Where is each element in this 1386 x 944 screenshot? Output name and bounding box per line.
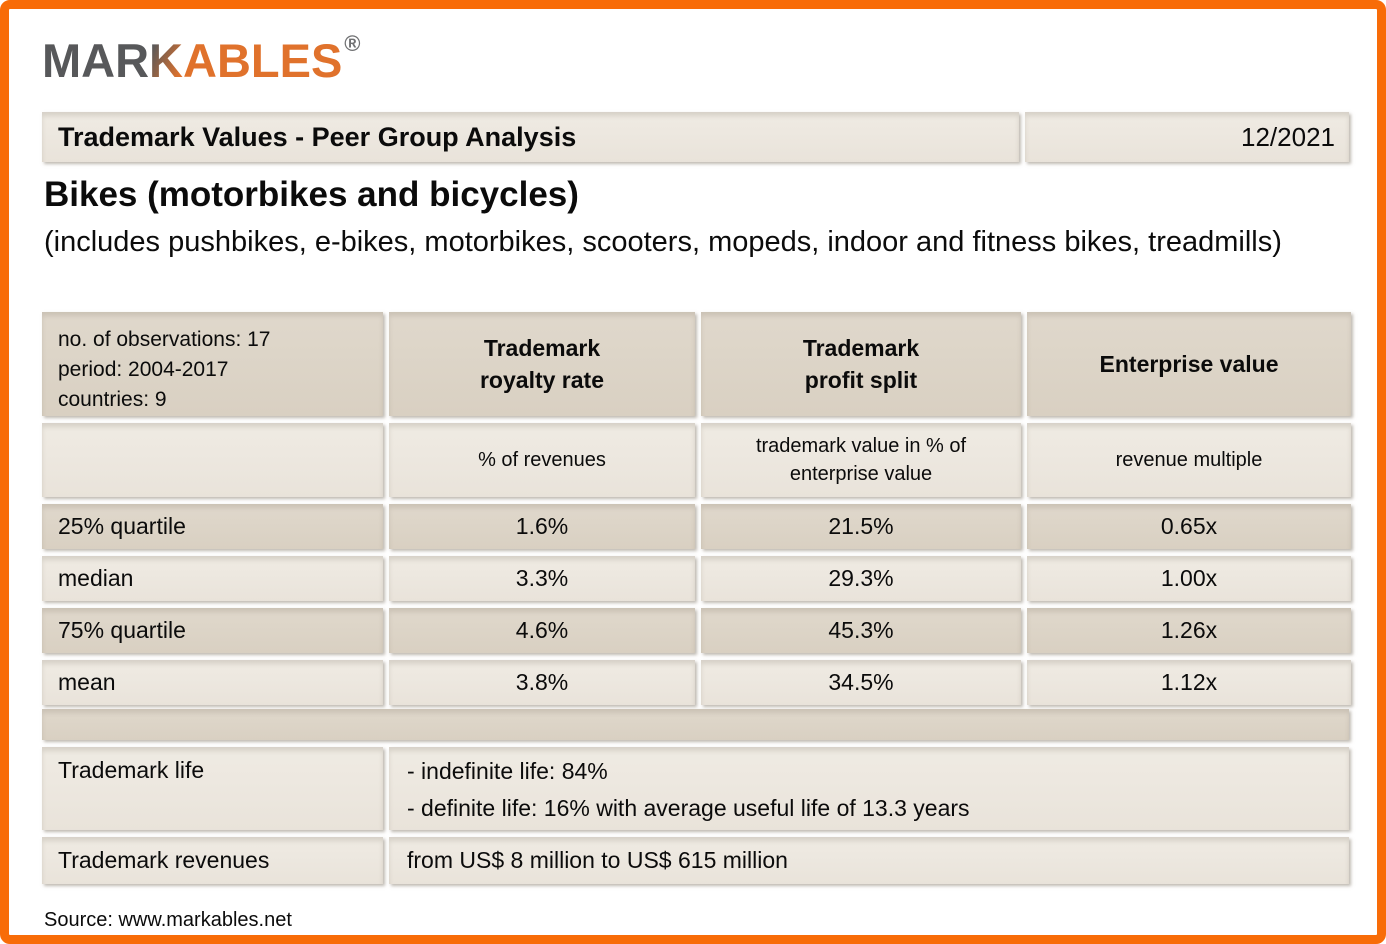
meta-observations: no. of observations: 17 — [58, 328, 271, 351]
statistics-table: no. of observations: 17 period: 2004-201… — [42, 312, 1351, 705]
table-meta-cell: no. of observations: 17 period: 2004-201… — [42, 312, 383, 416]
report-title: Trademark Values - Peer Group Analysis — [42, 112, 1019, 162]
value-mean-profit-split: 34.5% — [701, 660, 1021, 705]
source-note: Source: www.markables.net — [44, 909, 292, 931]
value-median-ev: 1.00x — [1027, 556, 1351, 601]
row-label-median: median — [42, 556, 383, 601]
subject-title: Bikes (motorbikes and bicycles) — [44, 175, 579, 214]
subheader-empty-cell — [42, 423, 383, 497]
detail-content-trademark-life: - indefinite life: 84% - definite life: … — [389, 747, 1349, 830]
report-date: 12/2021 — [1025, 112, 1349, 162]
subheader-royalty-rate: % of revenues — [389, 423, 695, 497]
markables-logo: MARKABLES® — [42, 31, 361, 88]
detail-content-trademark-revenues: from US$ 8 million to US$ 615 million — [389, 837, 1349, 884]
value-median-profit-split: 29.3% — [701, 556, 1021, 601]
subheader-enterprise-value: revenue multiple — [1027, 423, 1351, 497]
value-25-quartile-ev: 0.65x — [1027, 504, 1351, 549]
row-label-75-quartile: 75% quartile — [42, 608, 383, 653]
subheader-profit-split: trademark value in % of enterprise value — [701, 423, 1021, 497]
meta-period: period: 2004-2017 — [58, 358, 229, 381]
detail-label-trademark-life: Trademark life — [42, 747, 383, 830]
registered-trademark-icon: ® — [344, 31, 361, 56]
logo-text-gray: MAR — [42, 34, 150, 87]
value-25-quartile-royalty: 1.6% — [389, 504, 695, 549]
value-mean-ev: 1.12x — [1027, 660, 1351, 705]
detail-label-trademark-revenues: Trademark revenues — [42, 837, 383, 884]
header-bar: Trademark Values - Peer Group Analysis 1… — [42, 112, 1349, 162]
subject-description: (includes pushbikes, e-bikes, motorbikes… — [44, 226, 1282, 258]
value-75-quartile-profit-split: 45.3% — [701, 608, 1021, 653]
column-header-royalty-rate: Trademark royalty rate — [389, 312, 695, 416]
trademark-life-indefinite: - indefinite life: 84% — [407, 758, 608, 784]
trademark-life-definite: - definite life: 16% with average useful… — [407, 795, 970, 821]
logo-text-orange: ABLES — [183, 34, 343, 87]
value-75-quartile-ev: 1.26x — [1027, 608, 1351, 653]
details-table: Trademark life - indefinite life: 84% - … — [42, 747, 1349, 884]
column-header-enterprise-value: Enterprise value — [1027, 312, 1351, 416]
logo-text-blend: K — [149, 34, 183, 87]
row-label-25-quartile: 25% quartile — [42, 504, 383, 549]
value-median-royalty: 3.3% — [389, 556, 695, 601]
value-25-quartile-profit-split: 21.5% — [701, 504, 1021, 549]
spacer-band — [42, 709, 1349, 740]
value-mean-royalty: 3.8% — [389, 660, 695, 705]
value-75-quartile-royalty: 4.6% — [389, 608, 695, 653]
column-header-profit-split: Trademark profit split — [701, 312, 1021, 416]
row-label-mean: mean — [42, 660, 383, 705]
meta-countries: countries: 9 — [58, 388, 167, 411]
